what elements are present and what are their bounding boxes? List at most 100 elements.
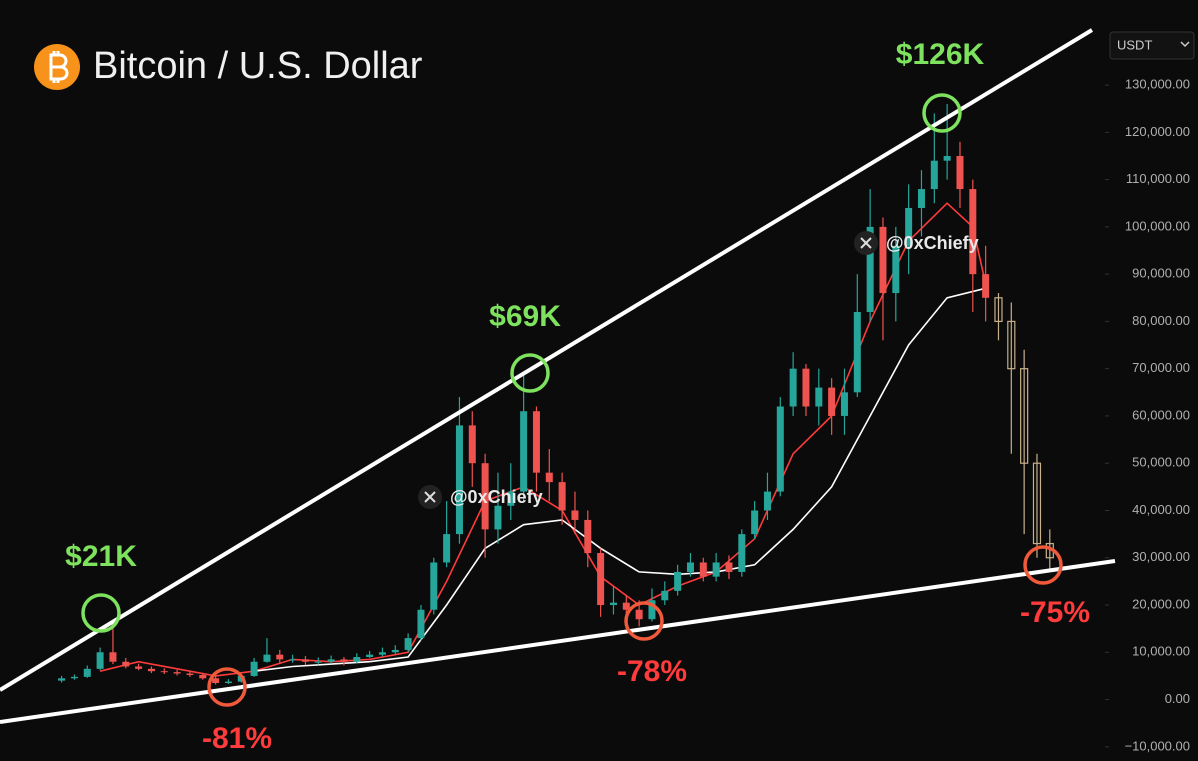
candle-body xyxy=(828,387,836,416)
y-tick-label: 110,000.00 xyxy=(1126,171,1190,186)
candle-body xyxy=(455,425,463,535)
currency-selector[interactable] xyxy=(1109,31,1195,60)
moving-average xyxy=(254,287,986,672)
candle-body xyxy=(661,590,669,601)
candle-body xyxy=(83,668,91,677)
candle-body xyxy=(674,571,682,591)
candle-body xyxy=(58,678,66,681)
candle-body xyxy=(417,609,425,639)
annotation: -75% xyxy=(1020,596,1090,629)
candle-body xyxy=(622,602,630,610)
candle-body xyxy=(276,654,284,660)
candle-body xyxy=(763,491,771,511)
candle-body xyxy=(340,659,348,662)
candle-body xyxy=(558,482,566,511)
candle-body xyxy=(532,411,540,473)
candle-body xyxy=(635,609,643,620)
candle-body xyxy=(815,387,823,407)
y-tick-label: 20,000.00 xyxy=(1132,596,1190,611)
annotation: $21K xyxy=(65,540,137,573)
y-tick-label: 100,000.00 xyxy=(1125,218,1190,233)
y-tick-label: 60,000.00 xyxy=(1132,407,1190,422)
candle-body xyxy=(789,368,797,407)
candle-body xyxy=(905,207,913,246)
candle-body xyxy=(584,519,592,554)
candle-body xyxy=(173,672,181,674)
candle-body xyxy=(96,652,104,669)
candle-body xyxy=(609,602,617,606)
annotation: $126K xyxy=(896,38,985,71)
candle-body xyxy=(186,673,194,675)
y-tick-label: 90,000.00 xyxy=(1132,266,1190,281)
candle-body xyxy=(686,562,694,572)
candle-body xyxy=(930,160,938,190)
candle-body xyxy=(353,657,361,662)
y-tick-label: 30,000.00 xyxy=(1132,549,1190,564)
annotation: -78% xyxy=(617,655,687,688)
bitcoin-icon-mark xyxy=(49,51,69,83)
y-tick-label: 70,000.00 xyxy=(1132,360,1190,375)
candle-body xyxy=(468,425,476,464)
chart-title: Bitcoin / U.S. Dollar xyxy=(93,45,423,87)
candle-body xyxy=(712,562,720,577)
dropdown-arrow xyxy=(1180,41,1190,48)
y-tick-label: 50,000.00 xyxy=(1132,455,1190,470)
candle-body xyxy=(892,245,900,294)
plot-area: 130,000.00 120,000.00 110,000.00 100,000.00… xyxy=(58,77,1190,753)
candle-body xyxy=(301,659,309,662)
candle-body xyxy=(994,297,1003,323)
bottom-circle xyxy=(624,601,664,641)
candle-body xyxy=(520,411,528,492)
candle-body xyxy=(366,654,374,658)
candle-body xyxy=(391,649,399,653)
candle-body xyxy=(122,661,130,667)
y-tick-label: 120,000.00 xyxy=(1125,124,1190,139)
markers xyxy=(81,93,1063,707)
candle-body xyxy=(250,661,258,676)
candle-body xyxy=(545,472,553,483)
y-tick-label: 40,000.00 xyxy=(1132,502,1190,517)
x-logo-mark xyxy=(424,491,436,503)
candle-body xyxy=(969,189,977,275)
candle-body xyxy=(648,600,656,620)
candle-body xyxy=(135,666,143,669)
candle-body xyxy=(507,491,515,506)
candle-body xyxy=(840,392,848,416)
candle-body xyxy=(866,226,874,312)
bottom-circle xyxy=(207,667,247,707)
candle-body xyxy=(571,510,579,520)
candle-body xyxy=(327,659,335,662)
resistance-line xyxy=(0,28,1094,692)
candle-body xyxy=(917,189,925,208)
candle-body xyxy=(494,505,502,530)
peak-circle xyxy=(922,93,962,133)
currency-label: USDT xyxy=(1117,37,1152,52)
candle-body xyxy=(956,155,964,190)
candle-body xyxy=(430,562,438,610)
candle-body xyxy=(314,661,322,663)
annotation: -81% xyxy=(202,722,272,755)
y-tick-label: 80,000.00 xyxy=(1132,313,1190,328)
support-line xyxy=(0,559,1116,724)
y-tick-label: −10,000.00 xyxy=(1125,738,1190,753)
candle-body xyxy=(738,534,746,572)
candle-body xyxy=(699,562,707,577)
annotation: $69K xyxy=(489,300,561,333)
candle-body xyxy=(289,659,297,661)
y-tick-label: 10,000.00 xyxy=(1132,644,1190,659)
candle-body xyxy=(1032,462,1042,545)
candle-body xyxy=(982,274,990,298)
watermark-text: @0xChiefy xyxy=(886,233,979,253)
candle-body xyxy=(443,534,451,563)
candle-body xyxy=(70,676,78,679)
x-logo-mark xyxy=(860,237,872,249)
watermark: @0xChiefy xyxy=(418,485,543,509)
bottom-circle xyxy=(1023,545,1063,585)
candle-body xyxy=(1020,368,1029,464)
candle-body xyxy=(263,654,271,662)
candle-body xyxy=(404,638,412,650)
watermark-text: @0xChiefy xyxy=(450,487,543,507)
candle-body xyxy=(160,671,168,673)
watermark: @0xChiefy xyxy=(854,231,979,255)
peak-circle xyxy=(510,353,550,393)
